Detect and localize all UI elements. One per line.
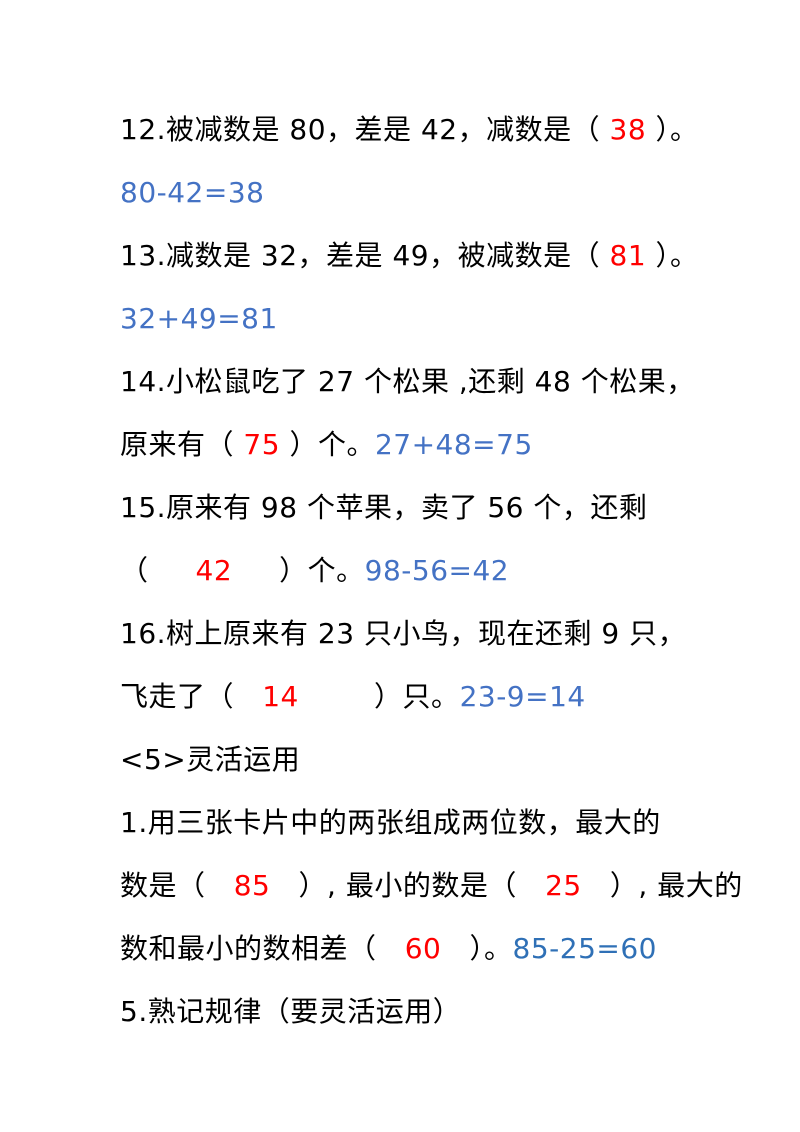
heading-text: <5>灵活运用 <box>120 743 301 776</box>
question-text: ）。 <box>646 239 699 272</box>
answer-value: 85 <box>233 869 271 902</box>
answer-value: 75 <box>243 428 281 461</box>
question-13: 13.减数是 32，差是 49，被减数是（ 81 ）。 <box>120 236 699 276</box>
question-text: （ <box>120 554 196 587</box>
calculation-12: 80-42=38 <box>120 173 264 213</box>
question-text: ）。 <box>646 113 699 146</box>
question-text: 12.被减数是 80，差是 42，减数是（ <box>120 113 610 146</box>
question-text: ）。 <box>441 932 513 965</box>
calculation-text: 23-9=14 <box>459 680 586 713</box>
question-text: ）, 最大的 <box>581 869 743 902</box>
question-text: 15.原来有 98 个苹果，卖了 56 个，还剩 <box>120 491 648 524</box>
question-15-line-2: （ 42 ）个。98-56=42 <box>120 551 509 591</box>
answer-value: 25 <box>545 869 582 902</box>
question-text: 1.用三张卡片中的两张组成两位数，最大的 <box>120 806 661 839</box>
question-text: 飞走了（ <box>120 680 263 713</box>
calculation-text: 27+48=75 <box>374 428 533 461</box>
question-text: ）个。 <box>280 428 375 461</box>
question-text: 数是（ <box>120 869 234 902</box>
question-12: 12.被减数是 80，差是 42，减数是（ 38 ）。 <box>120 110 699 150</box>
section-rule-heading: 5.熟记规律（要灵活运用） <box>120 992 461 1032</box>
question-16-line-2: 飞走了（ 14 ）只。23-9=14 <box>120 677 586 717</box>
question-text: 数和最小的数相差（ <box>120 932 405 965</box>
answer-value: 14 <box>262 680 299 713</box>
question-16-line-1: 16.树上原来有 23 只小鸟，现在还剩 9 只， <box>120 614 686 654</box>
calculation-text: 98-56=42 <box>364 554 510 587</box>
section-heading: <5>灵活运用 <box>120 740 300 780</box>
question-text: 16.树上原来有 23 只小鸟，现在还剩 9 只， <box>120 617 687 650</box>
question-1-line-3: 数和最小的数相差（ 60 ）。85-25=60 <box>120 929 657 969</box>
answer-value: 81 <box>609 239 647 272</box>
calculation-text: 80-42=38 <box>120 176 265 209</box>
question-text: 13.减数是 32，差是 49，被减数是（ <box>120 239 610 272</box>
calculation-text: 85-25=60 <box>512 932 657 965</box>
question-text: 原来有（ <box>120 428 244 461</box>
question-1-line-2: 数是（ 85 ）, 最小的数是（ 25 ）, 最大的 <box>120 866 743 906</box>
question-14-line-2: 原来有（ 75 ）个。27+48=75 <box>120 425 533 465</box>
answer-value: 38 <box>609 113 647 146</box>
answer-value: 42 <box>195 554 233 587</box>
question-1-line-1: 1.用三张卡片中的两张组成两位数，最大的 <box>120 803 661 843</box>
answer-value: 60 <box>404 932 442 965</box>
question-text: ）个。 <box>232 554 365 587</box>
question-15-line-1: 15.原来有 98 个苹果，卖了 56 个，还剩 <box>120 488 647 528</box>
question-text: ）, 最小的数是（ <box>270 869 546 902</box>
calculation-13: 32+49=81 <box>120 299 278 339</box>
question-text: ）只。 <box>298 680 460 713</box>
question-14-line-1: 14.小松鼠吃了 27 个松果 ,还剩 48 个松果， <box>120 362 695 402</box>
calculation-text: 32+49=81 <box>120 302 278 335</box>
question-text: 14.小松鼠吃了 27 个松果 ,还剩 48 个松果， <box>120 365 695 398</box>
heading-text: 5.熟记规律（要灵活运用） <box>120 995 462 1028</box>
